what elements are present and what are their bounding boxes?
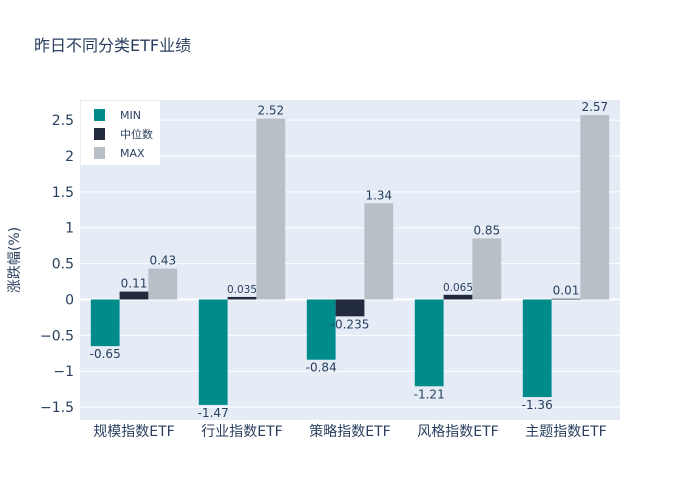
bar-min[interactable] xyxy=(198,299,228,405)
legend-entry[interactable]: MIN xyxy=(120,109,141,122)
x-tick-label: 策略指数ETF xyxy=(309,423,390,440)
data-label: 0.01 xyxy=(553,284,580,298)
data-label: 2.52 xyxy=(257,104,284,118)
legend-entry[interactable]: MAX xyxy=(120,147,145,160)
y-axis: −1.5 −1 −0.5 0 0.5 1 1.5 2 2.5 xyxy=(40,113,74,416)
data-label: -1.21 xyxy=(414,387,445,401)
bar-median[interactable] xyxy=(119,291,149,300)
bar-max[interactable] xyxy=(148,268,178,300)
data-label: 2.57 xyxy=(581,100,608,114)
data-label: 0.43 xyxy=(149,254,176,268)
bar-median[interactable] xyxy=(335,299,365,317)
data-label: 1.34 xyxy=(365,188,392,202)
y-tick-label: 0.5 xyxy=(52,257,74,273)
bar-max[interactable] xyxy=(580,115,610,300)
legend-swatch xyxy=(94,128,105,140)
y-tick-label: 2 xyxy=(65,149,74,165)
bar-min[interactable] xyxy=(90,299,120,347)
data-label: 0.85 xyxy=(473,223,500,237)
data-label: 0.035 xyxy=(227,284,257,296)
data-label: -1.36 xyxy=(522,398,553,412)
bar-min[interactable] xyxy=(522,299,552,398)
x-tick-label: 主题指数ETF xyxy=(525,424,606,440)
bar-median[interactable] xyxy=(227,296,257,300)
legend[interactable]: MIN 中位数 MAX xyxy=(81,101,160,165)
bar-max[interactable] xyxy=(256,118,286,300)
bars xyxy=(90,115,610,405)
data-label: 0.11 xyxy=(121,277,148,291)
bar-max[interactable] xyxy=(364,203,394,300)
x-axis: 规模指数ETF 行业指数ETF 策略指数ETF 风格指数ETF 主题指数ETF xyxy=(93,423,606,440)
data-labels: -0.65 0.110.43 -1.47 0.035 2.52 -0.84 -0.235 1.… xyxy=(90,100,608,420)
legend-swatch xyxy=(94,147,105,159)
x-tick-label: 规模指数ETF xyxy=(93,424,174,440)
y-tick-label: 1.5 xyxy=(52,185,74,201)
data-label: -0.235 xyxy=(331,317,370,331)
data-label: -0.65 xyxy=(90,347,121,361)
x-tick-label: 行业指数ETF xyxy=(201,424,282,440)
x-tick-label: 风格指数ETF xyxy=(417,424,498,440)
bar-min[interactable] xyxy=(414,299,444,387)
y-tick-label: 2.5 xyxy=(52,113,74,129)
y-axis-label: 涨跌幅(%) xyxy=(7,227,23,293)
bar-median[interactable] xyxy=(443,294,473,300)
y-tick-label: −1.5 xyxy=(40,400,74,416)
y-tick-label: 1 xyxy=(65,221,74,237)
y-tick-label: −1 xyxy=(53,364,74,380)
data-label: 0.065 xyxy=(443,282,473,294)
bar-median[interactable] xyxy=(551,298,581,300)
chart-title: 昨日不同分类ETF业绩 xyxy=(34,36,191,55)
legend-swatch xyxy=(94,109,105,121)
y-tick-label: −0.5 xyxy=(40,328,74,344)
data-label: -1.47 xyxy=(198,406,229,420)
data-label: -0.84 xyxy=(306,361,337,375)
y-tick-label: 0 xyxy=(65,292,74,308)
legend-entry[interactable]: 中位数 xyxy=(120,127,153,141)
bar-max[interactable] xyxy=(472,238,502,300)
bar-min[interactable] xyxy=(306,299,336,360)
